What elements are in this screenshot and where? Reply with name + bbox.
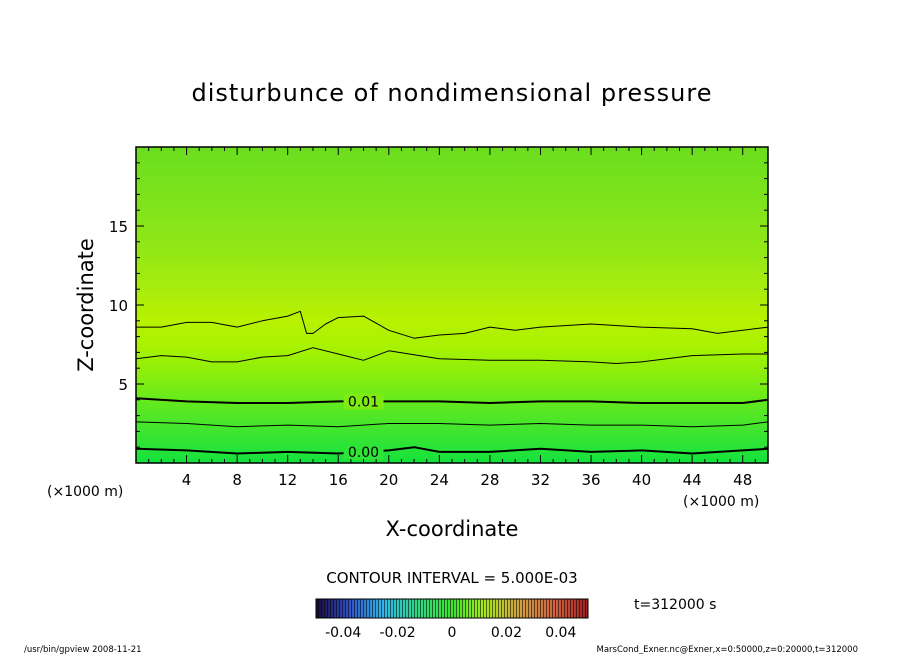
x-tick-label: 28: [480, 471, 499, 489]
x-tick-label: 24: [430, 471, 449, 489]
x-tick-label: 32: [531, 471, 550, 489]
contour-label: 0.01: [348, 394, 379, 410]
x-tick-labels: 4 8 12 16 20 24 28 32 36 40 44 48: [182, 471, 752, 489]
contour-label-bg: [343, 393, 384, 410]
axis-ticks: [136, 147, 768, 463]
time-label: t=312000 s: [634, 597, 716, 613]
x-tick-label: 20: [379, 471, 398, 489]
contour-interval-text: CONTOUR INTERVAL = 5.000E-03: [326, 569, 577, 587]
contour-label: 0.00: [348, 445, 379, 461]
plot-field: [136, 147, 768, 463]
x-tick-label: 8: [232, 471, 242, 489]
contour-line: [136, 397, 768, 404]
contour-line: [136, 347, 768, 364]
y-tick-label: 5: [118, 376, 128, 394]
contour-line: [136, 310, 768, 339]
chart-title: disturbunce of nondimensional pressure: [192, 79, 713, 107]
footer-left: /usr/bin/gpview 2008-11-21: [24, 645, 142, 654]
footer-right: MarsCond_Exner.nc@Exner,x=0:50000,z=0:20…: [596, 645, 858, 654]
colorbar-tick-label: 0.04: [545, 625, 576, 641]
colorbar-frame: [315, 598, 589, 619]
contour-lines: [136, 310, 768, 455]
x-tick-label: 44: [683, 471, 702, 489]
y-tick-labels: 5 10 15: [109, 218, 128, 394]
y-tick-label: 15: [109, 218, 128, 236]
colorbar-stripes: [316, 599, 588, 618]
contour-label-bg: [343, 443, 384, 460]
y-axis-label: Z-coordinate: [74, 238, 98, 372]
x-tick-label: 16: [329, 471, 348, 489]
x-unit-left: (×1000 m): [47, 484, 123, 500]
x-tick-label: 12: [278, 471, 297, 489]
contour-labels: 0.01 0.00: [343, 393, 384, 461]
x-tick-label: 4: [182, 471, 192, 489]
x-tick-label: 48: [733, 471, 752, 489]
x-tick-label: 36: [581, 471, 600, 489]
colorbar-tick-label: -0.04: [325, 625, 361, 641]
contour-line: [136, 421, 768, 428]
colorbar-tick-label: -0.02: [379, 625, 415, 641]
x-unit-right: (×1000 m): [683, 494, 759, 510]
colorbar-tick-label: 0.02: [491, 625, 522, 641]
colorbar-tick-label: 0: [448, 625, 457, 641]
x-tick-label: 40: [632, 471, 651, 489]
contour-line: [136, 446, 768, 455]
y-tick-label: 10: [109, 297, 128, 315]
x-axis-label: X-coordinate: [386, 517, 519, 541]
colorbar-tick-labels: -0.04 -0.02 0 0.02 0.04: [325, 625, 576, 641]
